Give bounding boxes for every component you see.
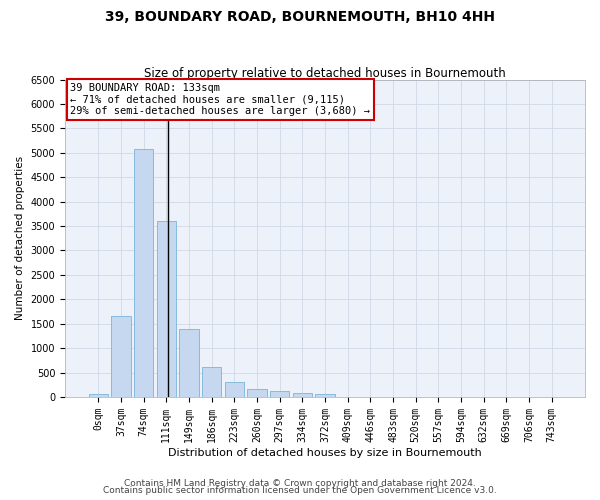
- Text: Contains public sector information licensed under the Open Government Licence v3: Contains public sector information licen…: [103, 486, 497, 495]
- Text: Contains HM Land Registry data © Crown copyright and database right 2024.: Contains HM Land Registry data © Crown c…: [124, 478, 476, 488]
- X-axis label: Distribution of detached houses by size in Bournemouth: Distribution of detached houses by size …: [168, 448, 482, 458]
- Y-axis label: Number of detached properties: Number of detached properties: [15, 156, 25, 320]
- Bar: [179, 328, 199, 397]
- Bar: [293, 393, 312, 397]
- Bar: [157, 221, 176, 397]
- Text: 39, BOUNDARY ROAD, BOURNEMOUTH, BH10 4HH: 39, BOUNDARY ROAD, BOURNEMOUTH, BH10 4HH: [105, 10, 495, 24]
- Bar: [202, 367, 221, 397]
- Bar: [270, 392, 289, 397]
- Bar: [247, 390, 266, 397]
- Bar: [316, 394, 335, 397]
- Bar: [89, 394, 108, 397]
- Title: Size of property relative to detached houses in Bournemouth: Size of property relative to detached ho…: [144, 66, 506, 80]
- Text: 39 BOUNDARY ROAD: 133sqm
← 71% of detached houses are smaller (9,115)
29% of sem: 39 BOUNDARY ROAD: 133sqm ← 71% of detach…: [70, 82, 370, 116]
- Bar: [224, 382, 244, 397]
- Bar: [134, 149, 153, 397]
- Bar: [112, 316, 131, 397]
